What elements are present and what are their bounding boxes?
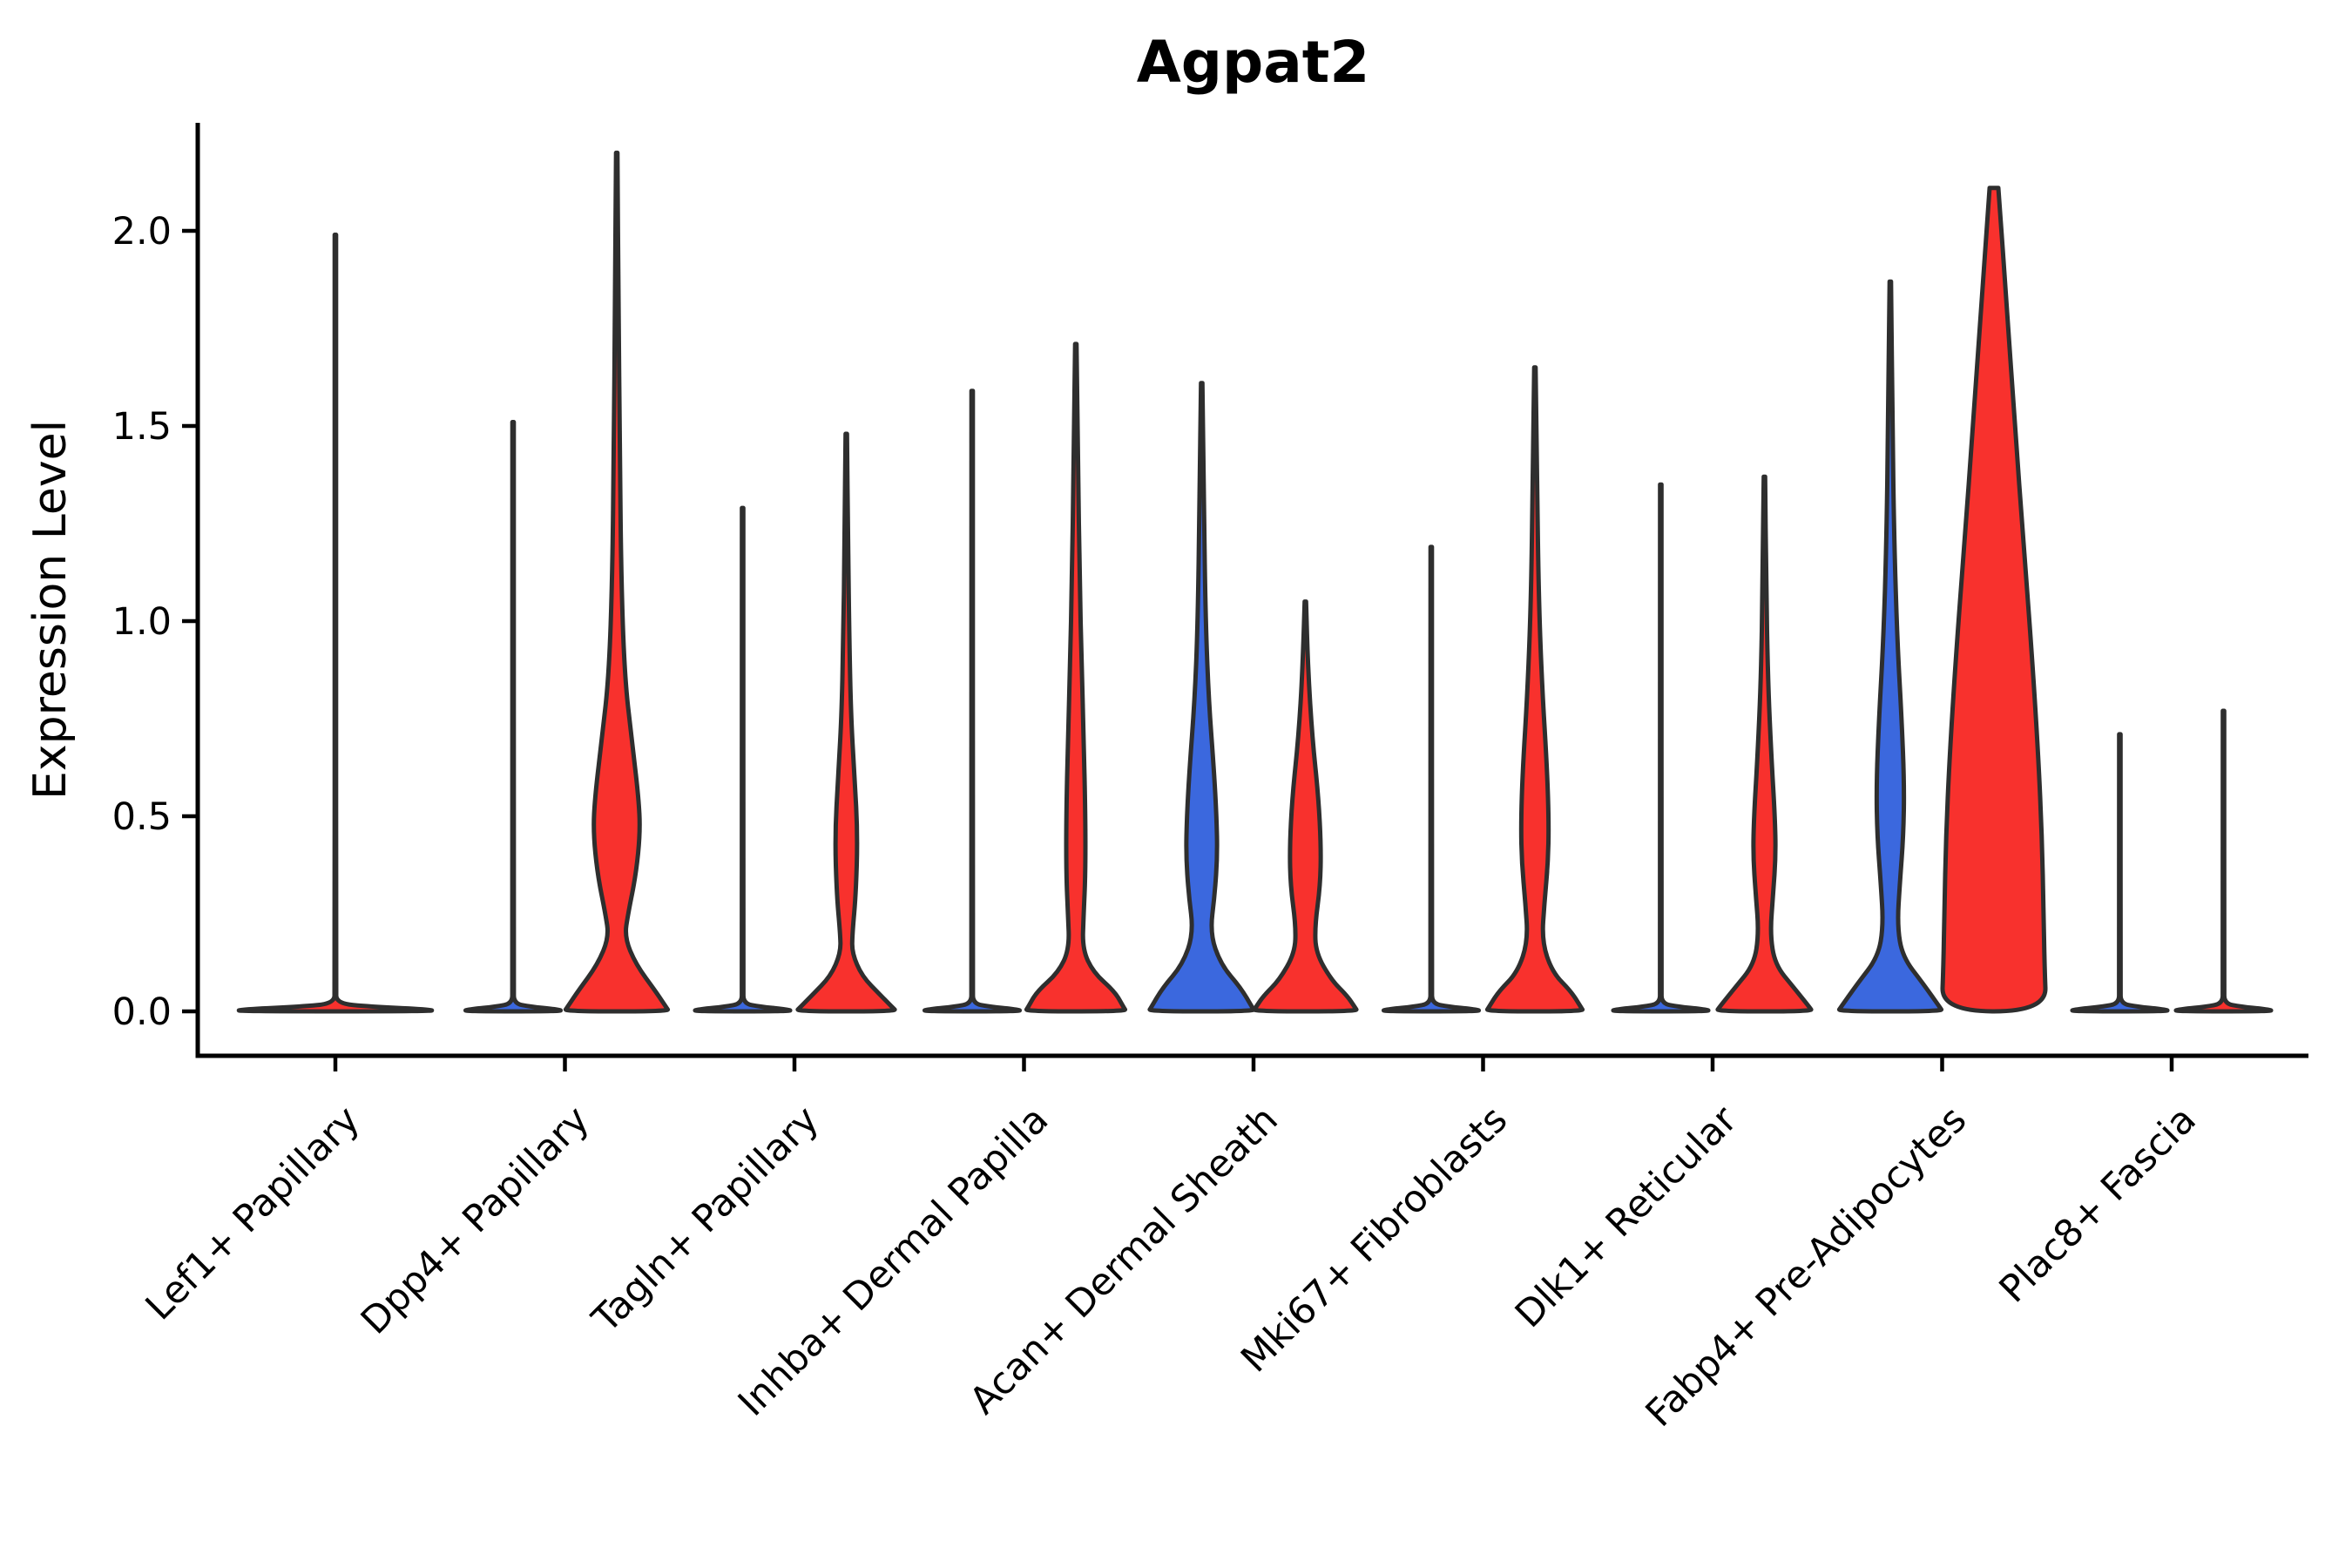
x-category-label: Tagln+ Papillary bbox=[584, 1098, 828, 1342]
y-tick-label: 1.5 bbox=[112, 405, 172, 449]
violin-blue bbox=[693, 505, 793, 1014]
violin-red bbox=[1484, 365, 1585, 1014]
violin-blue bbox=[1611, 482, 1711, 1014]
x-category-label: Dpp4+ Papillary bbox=[353, 1098, 598, 1342]
chart-title: Agpat2 bbox=[1136, 29, 1370, 96]
violin-red bbox=[795, 431, 897, 1014]
violin-blue bbox=[2070, 732, 2170, 1014]
x-category-label: Mki67+ Fibroblasts bbox=[1233, 1098, 1516, 1381]
x-category-label: Lef1+ Papillary bbox=[138, 1098, 368, 1328]
violin-blue bbox=[1147, 381, 1256, 1014]
violin-blue bbox=[1382, 544, 1481, 1014]
x-category-label: Dlk1+ Reticular bbox=[1507, 1098, 1746, 1336]
violin-blue bbox=[923, 389, 1022, 1014]
violin-red bbox=[2173, 708, 2274, 1014]
violin-blue bbox=[463, 420, 563, 1014]
violin-red bbox=[1715, 474, 1814, 1014]
violin-red bbox=[1024, 341, 1128, 1014]
x-category-label: Plac8+ Fascia bbox=[1991, 1098, 2205, 1311]
violin-red bbox=[563, 150, 671, 1014]
y-tick-label: 0.0 bbox=[112, 990, 172, 1034]
y-axis-title: Expression Level bbox=[24, 419, 77, 801]
violin-blue bbox=[1836, 279, 1944, 1014]
violin-red bbox=[236, 233, 435, 1014]
violin-red bbox=[1252, 599, 1359, 1014]
violin-red bbox=[1940, 186, 2048, 1014]
y-tick-label: 0.5 bbox=[112, 795, 172, 839]
y-tick-label: 1.0 bbox=[112, 600, 172, 644]
y-tick-label: 2.0 bbox=[112, 210, 172, 253]
